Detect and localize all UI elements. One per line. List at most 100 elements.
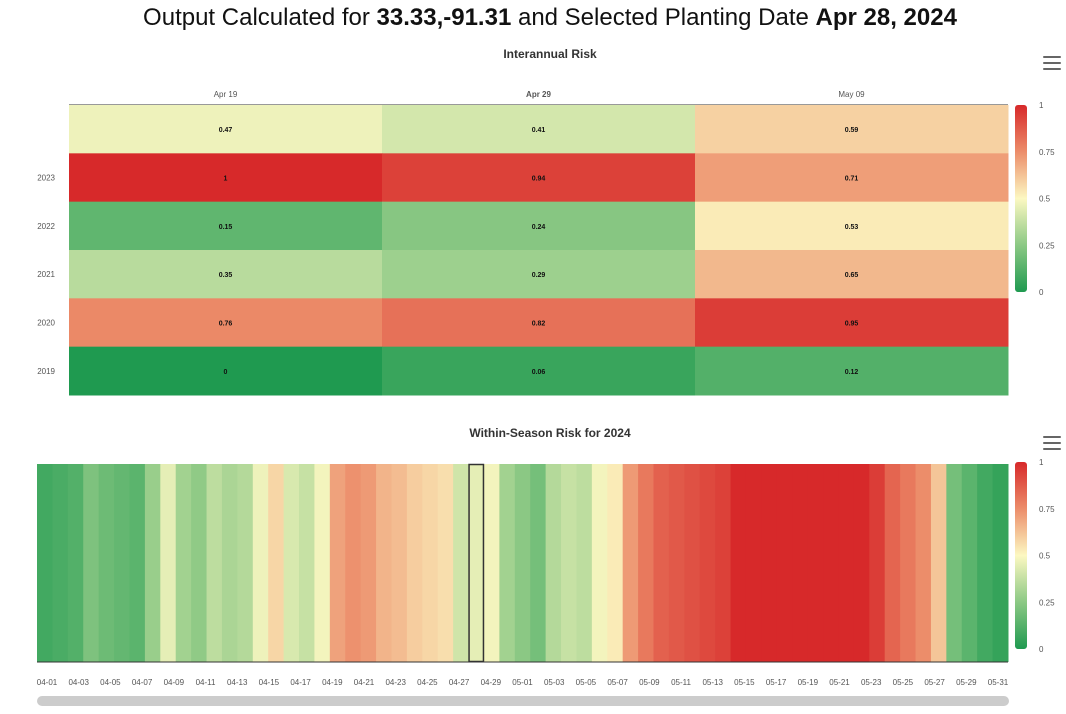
- within-season-cell[interactable]: [792, 464, 809, 662]
- interannual-cell[interactable]: [695, 346, 1009, 396]
- within-season-cell[interactable]: [283, 464, 300, 662]
- within-season-cell[interactable]: [807, 464, 824, 662]
- within-season-cell[interactable]: [977, 464, 994, 662]
- within-season-cell[interactable]: [499, 464, 516, 662]
- within-season-x-tick: 04-01: [37, 678, 58, 687]
- within-season-cell[interactable]: [83, 464, 100, 662]
- within-season-cell[interactable]: [175, 464, 192, 662]
- within-season-cell[interactable]: [930, 464, 947, 662]
- interannual-cell[interactable]: [69, 298, 383, 348]
- within-season-cell[interactable]: [530, 464, 547, 662]
- within-season-cell[interactable]: [345, 464, 362, 662]
- within-season-x-tick: 05-19: [798, 678, 819, 687]
- interannual-cell[interactable]: [69, 250, 383, 299]
- within-season-x-tick: 04-13: [227, 678, 248, 687]
- interannual-cell[interactable]: [382, 153, 696, 203]
- within-season-cell[interactable]: [745, 464, 762, 662]
- within-season-cell[interactable]: [391, 464, 408, 662]
- within-season-x-tick: 04-09: [164, 678, 185, 687]
- within-season-cell[interactable]: [483, 464, 500, 662]
- within-season-cell[interactable]: [653, 464, 670, 662]
- interannual-cell[interactable]: [382, 250, 696, 299]
- within-season-cell[interactable]: [838, 464, 855, 662]
- within-season-cell[interactable]: [638, 464, 655, 662]
- within-season-cell[interactable]: [360, 464, 377, 662]
- within-season-cell[interactable]: [884, 464, 901, 662]
- within-season-cell[interactable]: [206, 464, 223, 662]
- within-season-cell[interactable]: [98, 464, 115, 662]
- within-season-cell[interactable]: [730, 464, 747, 662]
- within-season-cell[interactable]: [576, 464, 593, 662]
- interannual-cell[interactable]: [69, 105, 383, 154]
- within-season-cell[interactable]: [406, 464, 423, 662]
- interannual-cell[interactable]: [695, 105, 1009, 154]
- interannual-cell[interactable]: [69, 153, 383, 203]
- within-season-cell[interactable]: [514, 464, 531, 662]
- interannual-cell-label: 0.76: [219, 321, 233, 328]
- interannual-cell[interactable]: [382, 346, 696, 396]
- within-season-cell[interactable]: [591, 464, 608, 662]
- interannual-y-tick: 2019: [37, 367, 55, 376]
- within-season-cell[interactable]: [561, 464, 577, 662]
- within-season-cell[interactable]: [329, 464, 346, 662]
- within-season-cell[interactable]: [144, 464, 161, 662]
- within-season-cell[interactable]: [684, 464, 701, 662]
- interannual-cell[interactable]: [382, 105, 696, 154]
- interannual-cell-label: 0.24: [532, 224, 546, 231]
- within-season-cell[interactable]: [221, 464, 238, 662]
- within-season-cell[interactable]: [823, 464, 839, 662]
- interannual-color-axis: [1015, 105, 1027, 292]
- within-season-menu-icon[interactable]: [1043, 436, 1061, 450]
- within-season-cell[interactable]: [422, 464, 439, 662]
- within-season-cell[interactable]: [191, 464, 208, 662]
- within-season-cell[interactable]: [252, 464, 269, 662]
- within-season-cell[interactable]: [946, 464, 963, 662]
- within-season-x-tick: 05-23: [861, 678, 882, 687]
- interannual-cell[interactable]: [695, 153, 1009, 203]
- within-season-cell[interactable]: [545, 464, 562, 662]
- within-season-cell[interactable]: [761, 464, 778, 662]
- within-season-cell[interactable]: [314, 464, 331, 662]
- within-season-x-tick: 04-29: [481, 678, 502, 687]
- within-season-cell[interactable]: [37, 464, 53, 662]
- interannual-cell[interactable]: [695, 250, 1009, 299]
- within-season-cell[interactable]: [715, 464, 732, 662]
- within-season-cell[interactable]: [853, 464, 870, 662]
- within-season-cell[interactable]: [114, 464, 130, 662]
- within-season-cell[interactable]: [915, 464, 932, 662]
- within-season-cell[interactable]: [992, 464, 1009, 662]
- within-season-cell[interactable]: [607, 464, 624, 662]
- interannual-cell[interactable]: [382, 298, 696, 348]
- within-season-cell[interactable]: [376, 464, 392, 662]
- within-season-cell[interactable]: [961, 464, 978, 662]
- interannual-menu-icon[interactable]: [1043, 56, 1061, 70]
- within-season-cell[interactable]: [869, 464, 886, 662]
- interannual-cell-label: 0.82: [532, 321, 546, 328]
- within-season-cell[interactable]: [299, 464, 315, 662]
- interannual-cell-label: 0.65: [845, 272, 859, 279]
- within-season-cell[interactable]: [622, 464, 639, 662]
- within-season-cell[interactable]: [129, 464, 146, 662]
- within-season-cell[interactable]: [776, 464, 793, 662]
- interannual-cell[interactable]: [382, 201, 696, 251]
- within-season-cell[interactable]: [453, 464, 470, 662]
- interannual-cell[interactable]: [69, 201, 383, 251]
- title-prefix: Output Calculated for: [143, 4, 377, 31]
- within-season-cell[interactable]: [900, 464, 917, 662]
- interannual-cell[interactable]: [695, 298, 1009, 348]
- within-season-cell[interactable]: [437, 464, 454, 662]
- within-season-cell[interactable]: [237, 464, 254, 662]
- interannual-cell-label: 0.15: [219, 224, 233, 231]
- within-season-cell[interactable]: [52, 464, 69, 662]
- interannual-cell-label: 0.95: [845, 321, 859, 328]
- horizontal-scrollbar[interactable]: [37, 696, 1009, 706]
- within-season-cell[interactable]: [699, 464, 716, 662]
- within-season-cell[interactable]: [668, 464, 685, 662]
- within-season-cell[interactable]: [67, 464, 84, 662]
- within-season-cell[interactable]: [468, 464, 485, 662]
- interannual-cell[interactable]: [69, 346, 383, 396]
- within-season-cell[interactable]: [268, 464, 285, 662]
- interannual-cell[interactable]: [695, 201, 1009, 251]
- within-season-cell[interactable]: [160, 464, 177, 662]
- within-season-color-tick: 0.25: [1039, 598, 1055, 607]
